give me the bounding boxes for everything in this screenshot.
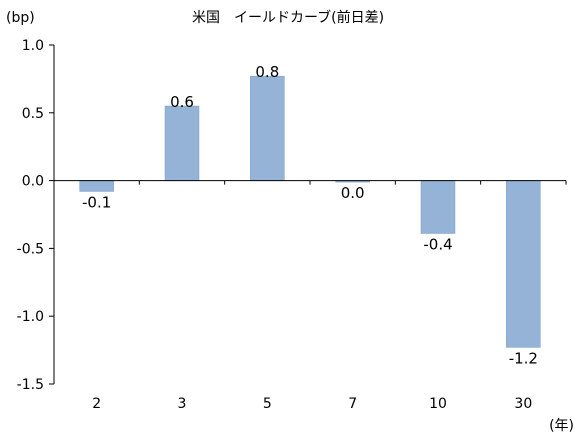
bar (79, 180, 114, 192)
y-tick-label: -1.5 (17, 377, 44, 393)
y-axis-ticks: 1.0 0.5 0.0 -0.5 -1.0 -1.5 (17, 38, 54, 393)
bars (79, 75, 541, 348)
data-label: 0.8 (255, 63, 279, 81)
y-tick-label: -1.0 (17, 309, 44, 325)
y-tick-label: 1.0 (22, 38, 44, 54)
y-tick-label: 0.5 (22, 106, 44, 122)
data-label: -0.4 (423, 235, 452, 253)
y-axis-unit-label: (bp) (6, 10, 35, 26)
data-labels: -0.1 0.6 0.8 0.0 -0.4 -1.2 (82, 63, 538, 367)
data-label: 0.0 (341, 184, 365, 202)
x-axis-unit-label: (年) (549, 418, 574, 434)
bar (250, 75, 285, 181)
x-tick-label: 10 (429, 396, 447, 412)
data-label: -1.2 (509, 349, 538, 367)
chart-title: 米国 イールドカーブ(前日差) (192, 9, 384, 26)
bar (506, 180, 541, 348)
x-axis-ticks: 2 3 5 7 10 30 (92, 180, 567, 412)
x-tick-label: 30 (514, 396, 532, 412)
x-tick-label: 7 (348, 396, 357, 412)
y-tick-label: -0.5 (17, 241, 44, 257)
x-tick-label: 3 (178, 396, 187, 412)
x-tick-label: 2 (92, 396, 101, 412)
bar (420, 180, 456, 234)
x-tick-label: 5 (263, 396, 272, 412)
y-tick-label: 0.0 (22, 174, 44, 190)
bar (164, 105, 200, 181)
data-label: -0.1 (82, 193, 111, 211)
data-label: 0.6 (170, 93, 194, 111)
